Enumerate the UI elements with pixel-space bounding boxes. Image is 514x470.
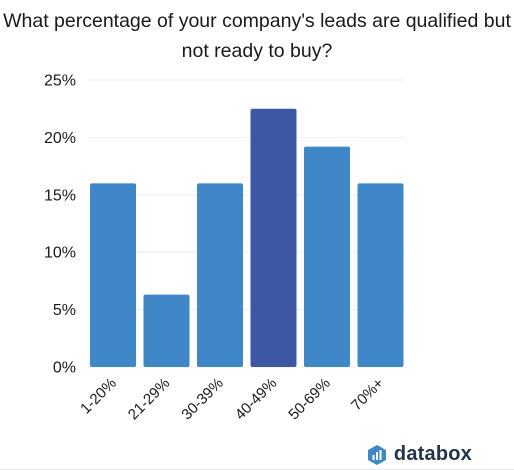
- bar-50-69: [304, 146, 350, 367]
- y-tick-label: 20%: [44, 130, 76, 147]
- grid-lines: [88, 79, 405, 368]
- bar-21-29: [143, 294, 190, 367]
- x-category-label: 21-29%: [125, 375, 174, 424]
- bars: [90, 108, 404, 367]
- bar-30-39: [197, 183, 243, 367]
- chart-title: What percentage of your company's leads …: [3, 10, 511, 62]
- bar-70: [357, 183, 404, 367]
- x-axis-category-labels: 1-20% 21-29% 30-39% 40-49% 50-69% 70%+: [77, 375, 387, 424]
- bar-1-20: [90, 183, 136, 367]
- x-category-label: 1-20%: [77, 375, 120, 418]
- y-tick-label: 15%: [44, 187, 76, 204]
- brand-name: databox: [393, 443, 472, 465]
- x-category-label: 70%+: [348, 375, 388, 415]
- y-axis-tick-labels: 0% 5% 10% 15% 20% 25%: [44, 73, 76, 377]
- databox-logo-icon: [367, 444, 386, 465]
- x-category-label: 40-49%: [232, 375, 281, 424]
- y-tick-label: 5%: [53, 302, 76, 319]
- bar-40-49: [250, 108, 297, 367]
- y-tick-label: 25%: [44, 73, 76, 90]
- y-tick-label: 0%: [53, 360, 76, 377]
- brand-logo: databox: [366, 443, 472, 466]
- x-category-label: 30-39%: [178, 375, 227, 424]
- y-tick-label: 10%: [44, 245, 76, 262]
- x-category-label: 50-69%: [285, 375, 334, 424]
